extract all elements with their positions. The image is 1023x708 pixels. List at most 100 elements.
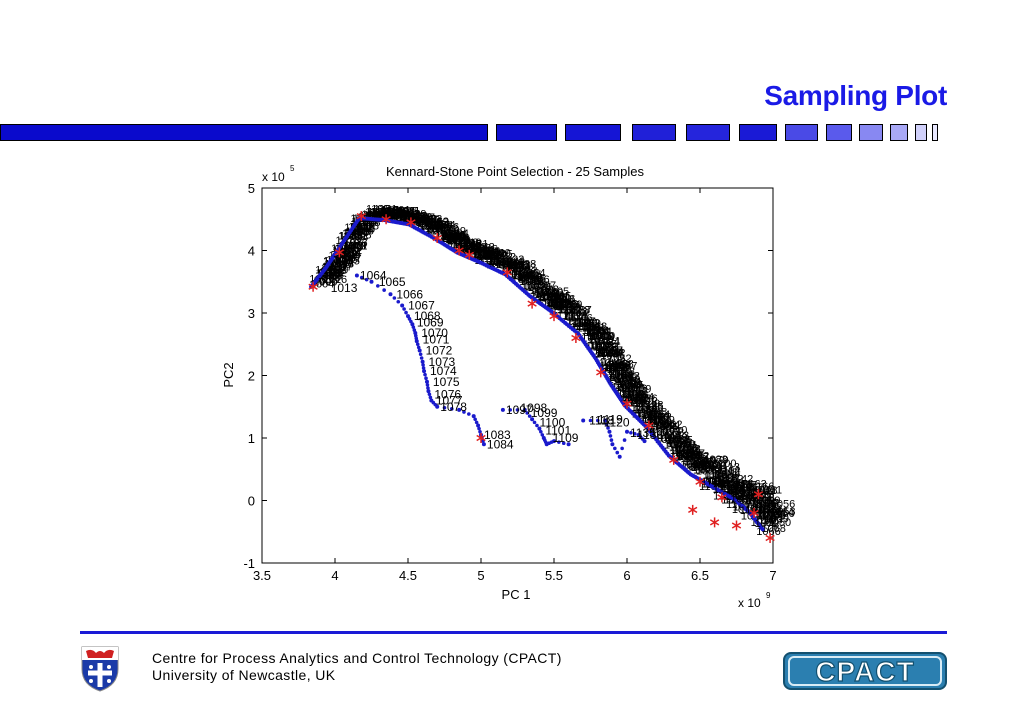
sample-index-label: 1016 — [399, 211, 423, 223]
sample-index-label: 1096 — [351, 224, 375, 236]
sample-index-label: 1131 — [465, 239, 489, 251]
sample-index-label: 1038 — [676, 443, 700, 455]
sample-index-label: 1081 — [610, 372, 634, 384]
sample-index-label: 1165 — [655, 422, 679, 434]
sample-index-label: 1005 — [394, 206, 418, 218]
sample-index-label: 1159 — [651, 415, 675, 427]
sample-index-label: 1113 — [552, 294, 575, 306]
title-bar-segment — [565, 124, 621, 141]
sample-index-label: 1142 — [730, 474, 754, 486]
sample-index-label: 1024 — [494, 257, 518, 269]
sample-index-label: 1133 — [631, 402, 655, 414]
sample-index-label: 1108 — [355, 221, 379, 233]
selected-point-marker — [464, 249, 474, 260]
sample-point — [760, 527, 765, 532]
sample-index-label: 1031 — [410, 214, 434, 226]
sample-label: 1084 — [487, 437, 514, 451]
sample-index-label: 1068 — [521, 276, 545, 288]
sample-point — [522, 407, 527, 412]
sample-label: 1097 — [506, 403, 533, 417]
sample-index-label: 1125 — [554, 299, 578, 311]
selected-point-marker — [731, 520, 742, 531]
sample-index-label: 1035 — [669, 448, 693, 460]
sample-index-label: 1067 — [425, 223, 449, 235]
sample-index-label: 1163 — [381, 208, 405, 220]
sample-index-label: 1014 — [393, 208, 417, 220]
university-crest-icon — [81, 646, 119, 692]
sample-index-label: 1063 — [758, 515, 782, 527]
sample-index-label: 1105 — [625, 391, 649, 403]
sample-index-label: 1168 — [386, 207, 410, 219]
sample-index-label: 1071 — [760, 510, 784, 522]
sample-index-label: 1022 — [403, 211, 427, 223]
sample-index-label: 1044 — [413, 215, 437, 227]
sample-index-label: 1039 — [596, 347, 620, 359]
sample-index-label: 1090 — [541, 291, 565, 303]
sample-point — [416, 345, 421, 350]
sample-index-label: 1164 — [481, 248, 505, 260]
sample-index-label: 1006 — [482, 250, 506, 262]
sample-index-label: 1008 — [730, 493, 754, 505]
sample-index-label: 1030 — [746, 495, 770, 507]
sample-index-label: 1012 — [748, 484, 772, 496]
sample-index-label: 1043 — [416, 217, 440, 229]
sample-index-label: 1106 — [625, 389, 649, 401]
sample-point — [392, 296, 397, 300]
sample-index-label: 1020 — [735, 490, 759, 502]
sample-index-label: 1013 — [395, 208, 419, 220]
sample-index-label: 1037 — [672, 442, 696, 454]
sample-index-label: 1168 — [583, 321, 607, 333]
sample-index-label: 1073 — [610, 366, 634, 378]
y-multiplier-label: x 10 — [262, 170, 285, 184]
sample-index-label: 1157 — [728, 485, 752, 497]
sample-label: 1077 — [436, 394, 463, 408]
sample-index-label: 1005 — [488, 249, 512, 261]
x-tick-label: 5.5 — [545, 568, 563, 583]
sample-index-label: 1082 — [703, 469, 727, 481]
sample-index-label: 1065 — [426, 220, 450, 232]
sample-index-label: 1013 — [665, 430, 689, 442]
sample-index-label: 1068 — [761, 523, 785, 535]
sample-index-label: 1079 — [704, 455, 728, 467]
sample-index-label: 1007 — [581, 333, 605, 345]
sample-index-label: 1072 — [755, 518, 779, 530]
sample-index-label: 1007 — [654, 430, 678, 442]
sample-index-label: 1147 — [640, 412, 664, 424]
sample-index-label: 1106 — [446, 232, 470, 244]
selected-point-marker — [476, 433, 486, 443]
sample-index-label: 1134 — [712, 475, 736, 487]
sample-point — [608, 434, 613, 438]
sample-index-label: 1169 — [648, 416, 672, 428]
sample-index-label: 1147 — [375, 205, 399, 217]
sample-index-label: 1029 — [671, 438, 695, 450]
sample-index-label: 1106 — [707, 476, 731, 488]
sample-point — [422, 369, 427, 374]
sample-index-label: 1144 — [636, 410, 660, 422]
sample-label: 1068 — [414, 309, 441, 323]
sample-index-label: 1085 — [688, 458, 712, 470]
sample-index-label: 1002 — [658, 419, 682, 431]
selected-point-marker — [669, 454, 679, 465]
title-bar-segment — [785, 124, 818, 141]
sample-label: 1118 — [589, 414, 614, 428]
sample-index-label: 1014 — [757, 505, 781, 517]
sample-label: 1099 — [531, 406, 558, 420]
sample-index-label: 1003 — [752, 504, 776, 516]
sample-index-label: 1002 — [481, 248, 505, 260]
sample-index-label: 1124 — [631, 391, 655, 403]
sample-index-label: 1048 — [329, 257, 353, 269]
sample-index-label: 1085 — [619, 380, 643, 392]
sample-index-label: 1126 — [552, 299, 576, 311]
sample-index-label: 1073 — [693, 465, 717, 477]
sample-index-label: 1123 — [624, 395, 648, 407]
sample-index-label: 1061 — [427, 222, 451, 234]
footer-line-1: Centre for Process Analytics and Control… — [152, 650, 562, 666]
sample-index-label: 1118 — [456, 237, 479, 249]
sample-index-label: 1140 — [721, 489, 745, 501]
sample-label: 1119 — [598, 412, 623, 426]
sample-point — [539, 429, 543, 434]
sample-index-label: 1048 — [516, 271, 540, 283]
sample-index-label: 1015 — [488, 256, 512, 268]
sample-index-label: 1093 — [617, 378, 641, 390]
sample-point — [420, 359, 425, 364]
